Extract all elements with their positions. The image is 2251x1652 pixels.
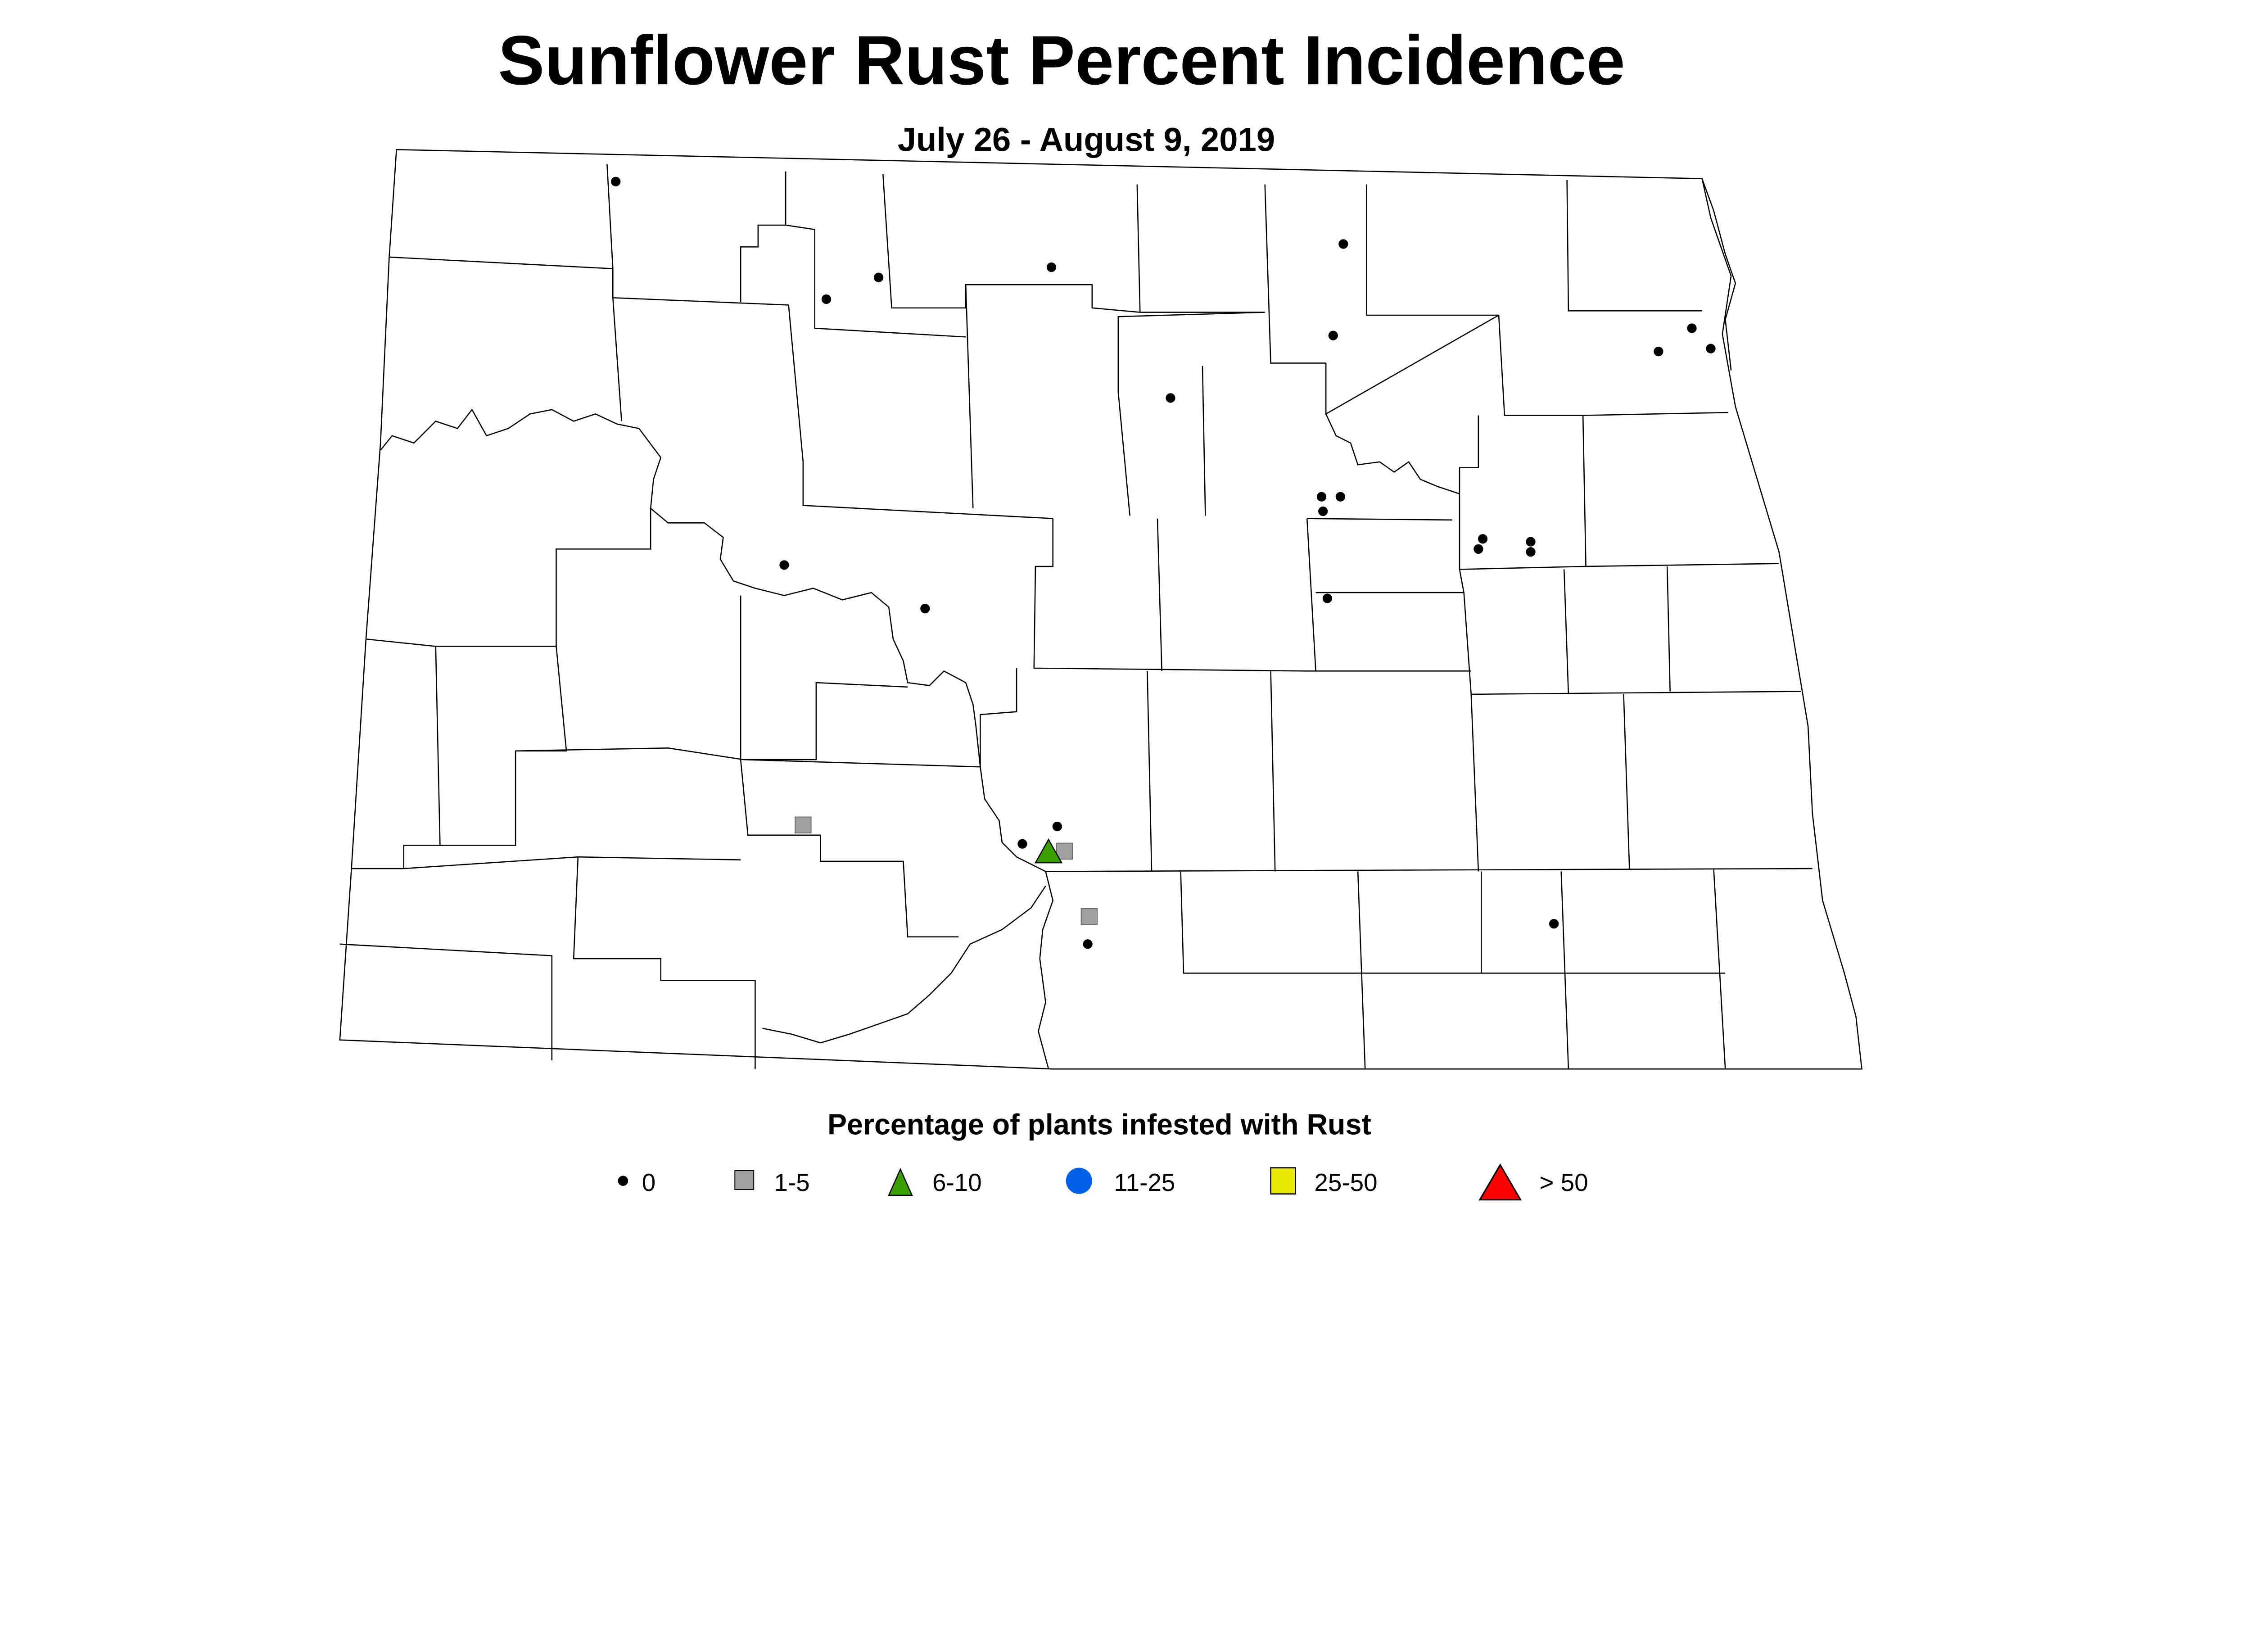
cannonball-river: [762, 886, 1046, 1044]
site-marker-0: [1083, 939, 1093, 949]
site-marker-0: [1322, 593, 1333, 603]
site-marker-0: [1017, 839, 1027, 849]
site-marker-1-5: [795, 816, 812, 833]
site-marker-0: [1706, 344, 1716, 353]
survey-sites: [611, 177, 1716, 949]
site-marker-6-10: [1034, 838, 1063, 864]
site-marker-0: [1338, 239, 1348, 249]
legend-label-1-5: 1-5: [774, 1168, 809, 1196]
site-marker-0: [1474, 544, 1483, 554]
site-marker-0: [1052, 821, 1062, 832]
site-marker-0: [821, 294, 832, 304]
site-marker-0: [1318, 506, 1328, 516]
legend-label-gt-50: > 50: [1539, 1168, 1588, 1196]
site-marker-0: [1549, 919, 1559, 929]
site-marker-1-5: [1056, 842, 1073, 860]
site-marker-0: [1478, 534, 1488, 544]
legend-marker-0: [618, 1176, 628, 1186]
site-marker-0: [920, 603, 930, 614]
site-marker-0: [1046, 262, 1057, 272]
legend-label-6-10: 6-10: [932, 1168, 982, 1196]
county-boundaries: [339, 149, 1862, 1070]
site-marker-0: [1328, 330, 1338, 340]
legend-label-0: 0: [642, 1168, 656, 1196]
site-marker-0: [779, 560, 789, 570]
legend: 0 1-5 6-10 11-25 25-50 > 50: [618, 1163, 1588, 1201]
legend-marker-1-5: [734, 1170, 755, 1190]
site-marker-0: [1316, 492, 1327, 502]
site-marker-1-5: [1080, 908, 1098, 925]
state-outline: [339, 149, 1862, 1070]
missouri-river: [380, 408, 1054, 1069]
red-river: [1701, 178, 1736, 371]
site-marker-0: [1166, 393, 1175, 403]
map-figure: Sunflower Rust Percent Incidence July 26…: [339, 21, 1862, 1201]
site-marker-0: [611, 177, 621, 186]
map-title: Sunflower Rust Percent Incidence: [498, 21, 1625, 99]
site-marker-0: [1526, 547, 1536, 557]
sheyenne-river: [1325, 413, 1460, 494]
map-subtitle: July 26 - August 9, 2019: [898, 121, 1275, 158]
county-lines: [339, 164, 1813, 1069]
site-marker-0: [1654, 346, 1663, 357]
site-marker-0: [873, 272, 884, 282]
legend-title: Percentage of plants infested with Rust: [827, 1108, 1371, 1141]
legend-marker-gt-50: [1478, 1163, 1522, 1201]
site-marker-0: [1526, 537, 1536, 547]
legend-marker-25-50: [1270, 1167, 1296, 1195]
legend-label-11-25: 11-25: [1114, 1168, 1175, 1196]
legend-marker-6-10: [888, 1168, 913, 1196]
site-marker-0: [1335, 492, 1346, 502]
legend-marker-11-25: [1066, 1168, 1092, 1194]
legend-label-25-50: 25-50: [1314, 1168, 1377, 1196]
site-marker-0: [1687, 323, 1697, 333]
